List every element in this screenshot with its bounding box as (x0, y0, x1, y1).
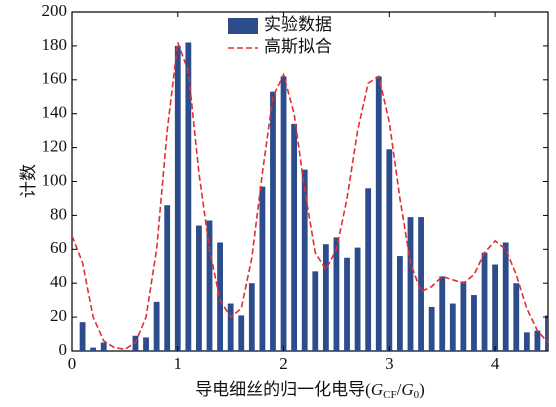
bar (174, 45, 181, 351)
x-tick-label: 0 (68, 354, 77, 373)
bar (428, 306, 435, 351)
y-tick-label: 60 (50, 238, 67, 257)
x-tick-label: 1 (174, 354, 183, 373)
bar (460, 281, 467, 351)
bar (322, 244, 329, 351)
bar (143, 337, 149, 351)
bar (312, 271, 319, 351)
x-label-part: 0 (414, 389, 420, 401)
bar (100, 342, 107, 351)
bar (270, 91, 276, 351)
bar (354, 247, 361, 351)
x-label-part: G (371, 380, 383, 399)
bar (397, 256, 403, 351)
bar (492, 264, 499, 351)
bar (217, 242, 223, 351)
y-tick-label: 80 (50, 204, 67, 223)
bar (301, 169, 308, 351)
bar (545, 315, 548, 351)
y-tick-label: 100 (42, 170, 68, 189)
y-tick-label: 20 (50, 306, 67, 325)
bar (502, 242, 509, 351)
bar (196, 225, 202, 351)
bar (185, 42, 192, 351)
y-tick-label: 0 (59, 340, 68, 359)
bar (386, 149, 393, 351)
x-label-part: CF (383, 389, 396, 401)
y-tick-label: 160 (42, 69, 68, 88)
bar (523, 332, 530, 351)
y-tick-label: 40 (50, 272, 67, 291)
bar (90, 347, 97, 351)
bar (513, 283, 520, 351)
x-label-part: / (397, 380, 402, 399)
bar (259, 186, 266, 351)
legend-label: 实验数据 (264, 15, 332, 34)
fit-line (72, 42, 548, 351)
bar (534, 330, 541, 351)
bar (344, 257, 350, 351)
y-tick-label: 180 (42, 35, 68, 54)
x-label-part: 导电细丝的归一化电导( (195, 380, 371, 399)
bar (248, 283, 255, 351)
bar (375, 76, 382, 351)
bar (79, 322, 86, 351)
bar (365, 188, 372, 351)
bar (333, 237, 340, 351)
x-tick-label: 4 (491, 354, 500, 373)
y-tick-label: 120 (42, 137, 68, 156)
y-tick-label: 140 (42, 103, 68, 122)
bar (206, 220, 213, 351)
bar (481, 252, 488, 351)
bar (291, 123, 298, 351)
bar (471, 295, 477, 351)
bar (238, 315, 245, 351)
x-label-part: G (401, 380, 413, 399)
bar (407, 217, 414, 351)
legend-swatch (228, 18, 258, 34)
bar (280, 76, 287, 351)
legend-label: 高斯拟合 (264, 37, 332, 56)
x-tick-label: 3 (385, 354, 394, 373)
x-label-part: ) (419, 380, 425, 399)
y-tick-label: 200 (42, 1, 68, 20)
bar (449, 303, 456, 351)
x-axis-label: 导电细丝的归一化电导(GCF/G0) (195, 380, 425, 401)
bar (153, 301, 160, 351)
bar (418, 217, 424, 351)
bar (227, 303, 234, 351)
y-axis-label: 计数 (19, 164, 38, 198)
x-tick-label: 2 (279, 354, 288, 373)
plot (72, 42, 548, 351)
bar (439, 276, 446, 351)
bar (164, 205, 171, 351)
